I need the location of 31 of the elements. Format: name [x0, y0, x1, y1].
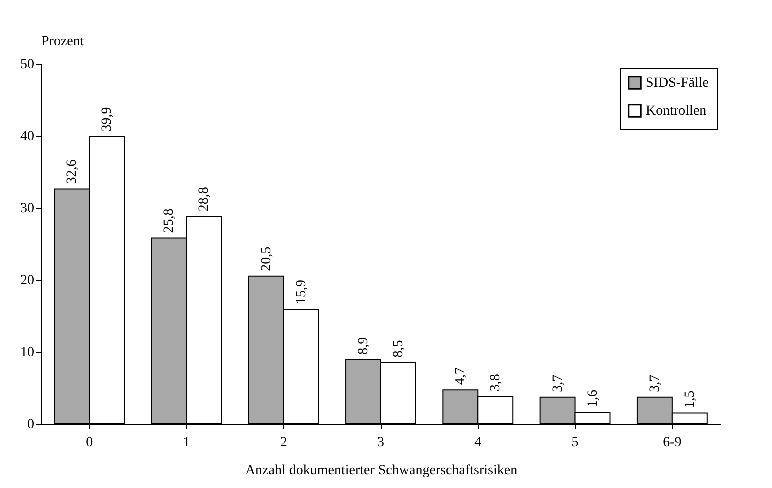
y-tick-label: 20	[20, 274, 34, 288]
data-label: 15,9	[294, 280, 310, 305]
x-axis-title: Anzahl dokumentierter Schwangerschaftsrisiken	[245, 464, 518, 478]
data-label: 28,8	[197, 187, 212, 212]
x-tick-label: 4	[474, 436, 482, 450]
data-label: 3,7	[550, 374, 566, 392]
data-label: 1,5	[682, 390, 698, 408]
data-label: 4,7	[454, 368, 469, 386]
data-label: 8,9	[356, 337, 372, 355]
x-tick-label: 5	[572, 436, 579, 450]
y-tick-label: 30	[20, 202, 34, 216]
legend-label: Kontrollen	[646, 104, 707, 119]
x-tick-label: 0	[86, 436, 94, 450]
y-tick-label: 0	[28, 418, 34, 432]
y-tick-label: 50	[20, 58, 34, 72]
data-label: 1,6	[586, 390, 601, 408]
data-label: 3,7	[648, 374, 663, 392]
x-tick-label: 2	[280, 436, 288, 450]
data-label: 32,6	[65, 160, 80, 184]
y-tick-label: 40	[20, 130, 34, 144]
data-label: 25,8	[162, 208, 178, 234]
data-label: 3,8	[488, 374, 504, 392]
y-tick-label: 10	[20, 346, 34, 360]
data-label: 20,5	[259, 246, 274, 272]
data-label: 8,5	[391, 340, 406, 358]
legend-label: SIDS-Fälle	[646, 76, 709, 91]
data-label: 39,9	[100, 107, 116, 132]
y-axis-title: Prozent	[42, 34, 84, 50]
x-tick-label: 3	[378, 436, 384, 450]
x-tick-label: 6-9	[663, 436, 682, 450]
x-tick-label: 1	[183, 436, 190, 450]
